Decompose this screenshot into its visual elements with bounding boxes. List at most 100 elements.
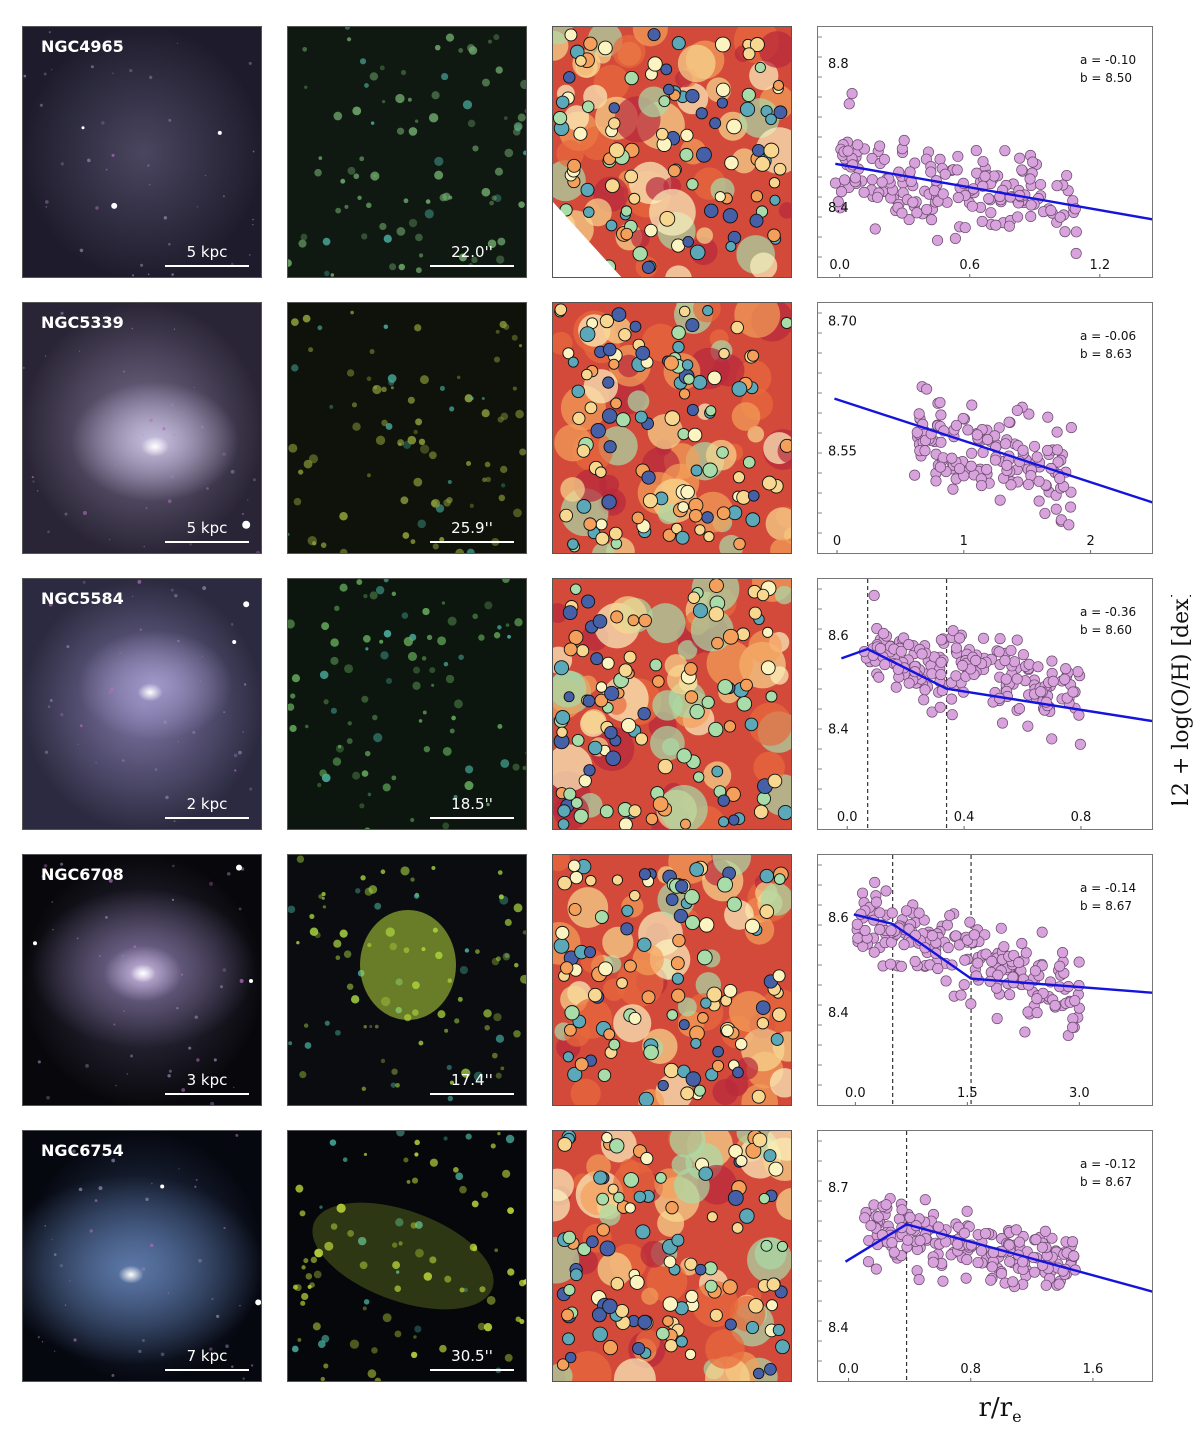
hii-region-aperture (733, 537, 746, 551)
hii-region-aperture (563, 691, 575, 703)
hii-region-aperture (677, 501, 690, 513)
hii-region-aperture (749, 37, 765, 53)
abundance-map (553, 27, 791, 277)
hii-region-spot (391, 1242, 398, 1248)
data-point (1013, 1236, 1025, 1248)
data-point (995, 922, 1007, 934)
hii-region-spot (507, 634, 511, 639)
galaxy-knot (220, 985, 224, 989)
map-blob (677, 640, 698, 660)
abundance-map (553, 1131, 791, 1381)
hii-region-aperture (696, 949, 713, 966)
galaxy-knot (142, 434, 144, 436)
hii-region-aperture (685, 1289, 699, 1304)
hii-region-aperture (704, 203, 719, 219)
hii-region-spot (407, 97, 412, 102)
hii-region-aperture (629, 889, 641, 902)
hii-region-aperture (582, 694, 596, 708)
hii-region-aperture (681, 359, 694, 371)
hii-region-spot (429, 667, 436, 674)
hii-region-spot (352, 771, 361, 780)
hii-region-aperture (742, 47, 756, 61)
data-point (952, 192, 964, 204)
hii-region-aperture (725, 786, 741, 802)
hii-region-spot (511, 334, 518, 341)
data-point (942, 942, 954, 954)
hii-region-spot (407, 435, 417, 445)
line-map-panel: 17.4'' (287, 854, 527, 1106)
hii-region-spot (465, 1133, 472, 1140)
galaxy-knot (239, 1304, 241, 1307)
galaxy-knot (52, 928, 54, 931)
hii-region-spot (317, 325, 323, 331)
galaxy-knot (173, 820, 176, 823)
data-point (937, 1275, 949, 1287)
hii-region-spot (288, 905, 296, 914)
hii-region-aperture (664, 1339, 678, 1353)
data-point (935, 436, 947, 448)
y-tick-label: 8.8 (828, 57, 849, 72)
hii-region-spot (324, 270, 330, 277)
galaxy-name-label: NGC6708 (41, 865, 124, 884)
hii-region-spot (309, 913, 315, 919)
data-point (1029, 440, 1041, 452)
data-point (874, 907, 886, 919)
hii-region-spot (497, 723, 503, 729)
hii-region-spot (466, 460, 472, 466)
physical-scale-bar: 5 kpc (165, 519, 249, 543)
galaxy-knot (47, 705, 51, 708)
data-point (1046, 655, 1058, 667)
hii-region-aperture (728, 1144, 743, 1159)
hii-region-spot (298, 239, 307, 248)
map-blob (748, 702, 791, 746)
data-point (1057, 947, 1069, 959)
hii-region-aperture (642, 493, 658, 509)
hii-region-aperture (694, 524, 706, 536)
hii-region-spot (310, 1256, 318, 1264)
hii-region-spot (336, 1203, 346, 1213)
hii-region-spot (406, 1180, 411, 1184)
galaxy-color-image (23, 579, 261, 829)
hii-region-spot (504, 953, 510, 959)
hii-region-aperture (618, 663, 633, 678)
data-point (952, 150, 964, 162)
hii-region-spot (462, 100, 473, 110)
hii-region-aperture (775, 1339, 790, 1355)
hii-region-spot (296, 855, 305, 863)
hii-region-aperture (641, 470, 656, 485)
hii-region-aperture (760, 1239, 773, 1252)
data-point (866, 152, 878, 164)
data-point (979, 1227, 992, 1240)
map-blob (645, 603, 686, 644)
hii-region-aperture (562, 1230, 577, 1245)
hii-region-aperture (659, 210, 676, 227)
hii-region-aperture (736, 696, 753, 712)
galaxy-knot (48, 31, 51, 34)
galaxy-knot (48, 602, 53, 607)
hii-region-spot (363, 1025, 367, 1029)
hii-region-spot (383, 324, 389, 329)
hii-region-spot (493, 356, 501, 363)
hii-region-spot (372, 384, 382, 395)
hii-region-spot (439, 1344, 447, 1353)
hii-region-aperture (599, 804, 614, 819)
galaxy-knot (94, 1199, 98, 1203)
galaxy-knot (41, 1341, 44, 1343)
physical-scale-bar: 2 kpc (165, 795, 249, 819)
galaxy-knot (167, 499, 172, 504)
galaxy-color-image (23, 1131, 261, 1381)
hii-region-aperture (624, 70, 639, 86)
data-point (993, 646, 1005, 658)
hii-region-aperture (692, 603, 709, 619)
galaxy-knot (160, 1352, 165, 1357)
data-point (957, 412, 969, 425)
hii-region-spot (407, 396, 415, 404)
galaxy-knot (223, 1226, 226, 1230)
hii-region-aperture (758, 1193, 770, 1205)
hii-region-spot (318, 156, 323, 160)
hii-region-aperture (573, 126, 588, 141)
hii-region-aperture (583, 517, 597, 531)
data-point (1051, 444, 1063, 456)
y-tick-label: 8.6 (828, 911, 849, 926)
hii-region-aperture (685, 88, 700, 104)
